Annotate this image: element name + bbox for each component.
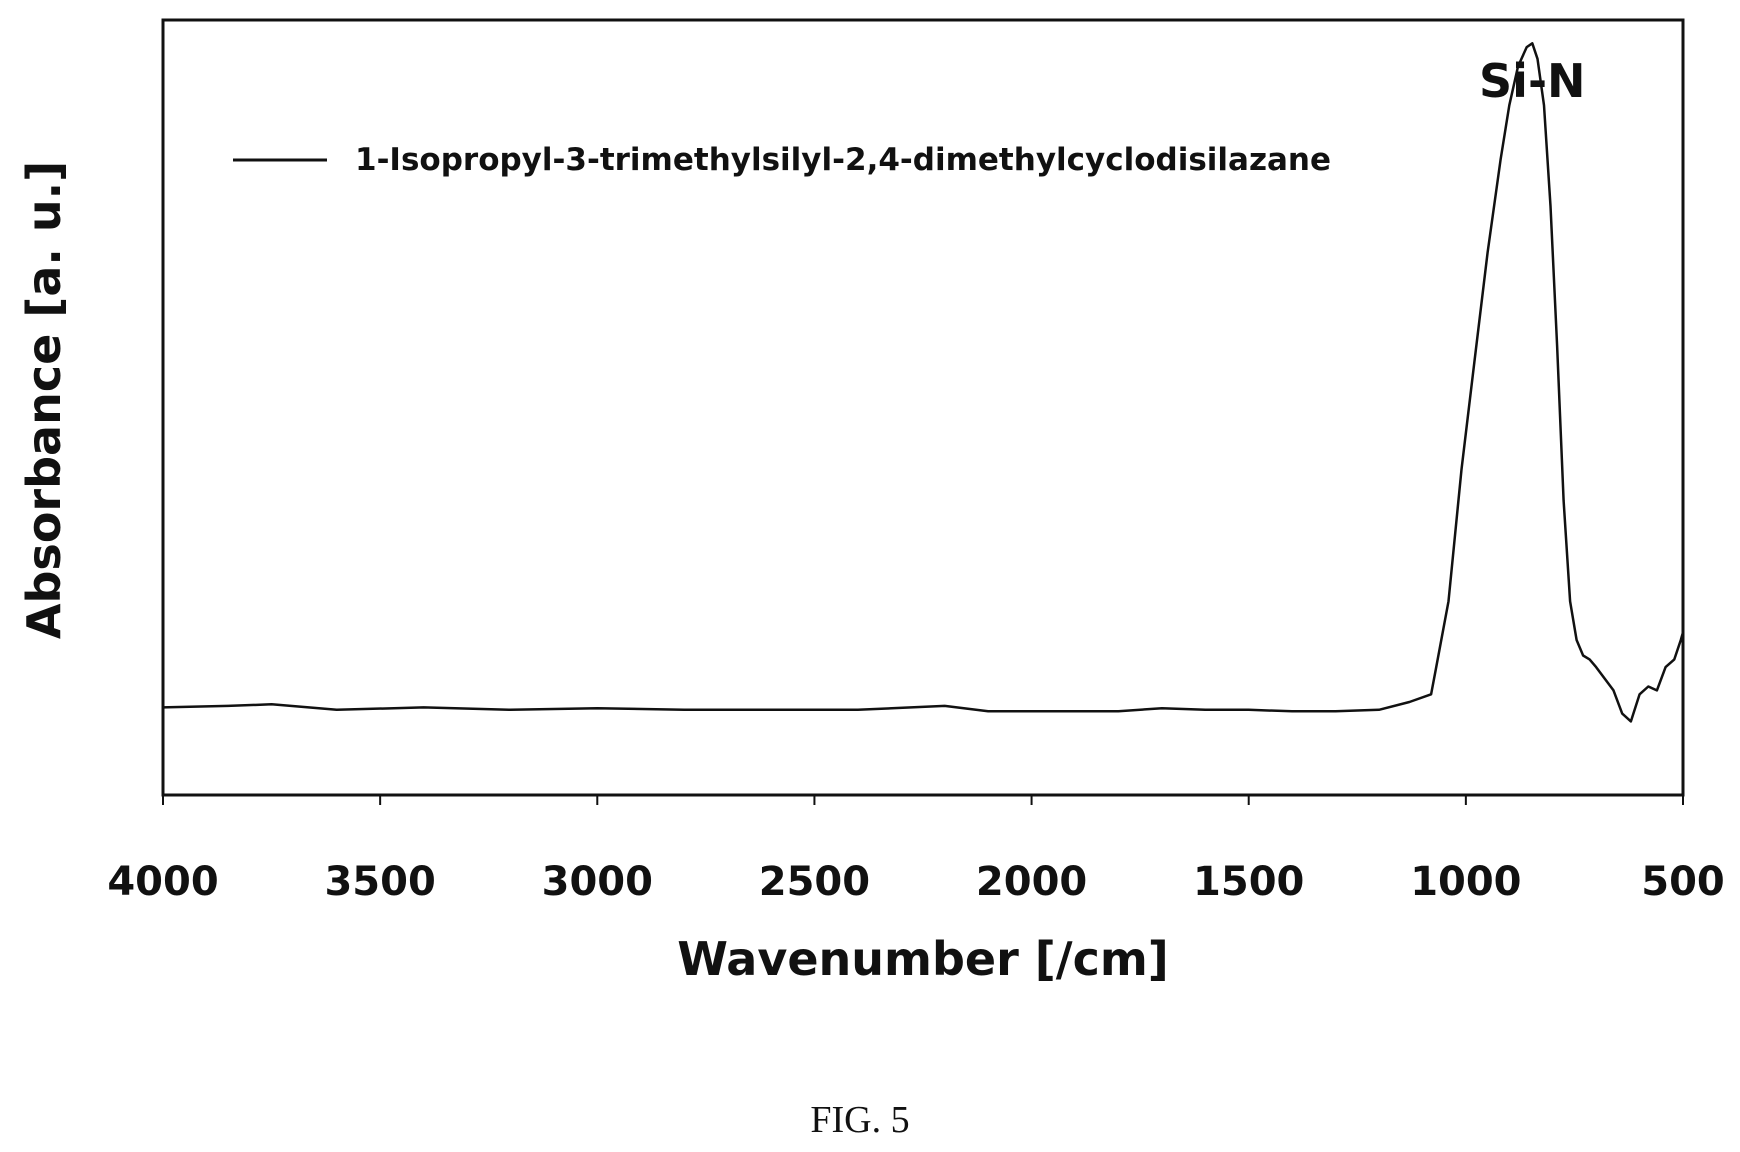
x-tick-label: 2500 [759, 859, 870, 905]
legend-entry-label: 1-Isopropyl-3-trimethylsilyl-2,4-dimethy… [355, 142, 1331, 178]
x-tick-label: 3500 [324, 859, 435, 905]
series-line [162, 42, 1685, 723]
x-axis-tick-labels: 4000 3500 3000 2500 2000 1500 1000 500 [107, 859, 1724, 905]
x-tick-label: 2000 [976, 859, 1087, 905]
x-tick-label: 3000 [542, 859, 653, 905]
x-tick-label: 1000 [1410, 859, 1521, 905]
plot-frame [161, 18, 1685, 797]
legend: 1-Isopropyl-3-trimethylsilyl-2,4-dimethy… [233, 142, 1331, 178]
x-axis-title: Wavenumber [/cm] [677, 932, 1169, 986]
x-tick-label: 500 [1641, 859, 1725, 905]
x-tick-label: 4000 [107, 859, 218, 905]
y-axis-title: Absorbance [a. u.] [17, 161, 71, 639]
x-axis-ticks [162, 795, 1684, 805]
figure-caption: FIG. 5 [810, 1099, 909, 1141]
x-tick-label: 1500 [1193, 859, 1304, 905]
peak-annotation: Si-N [1479, 54, 1586, 108]
